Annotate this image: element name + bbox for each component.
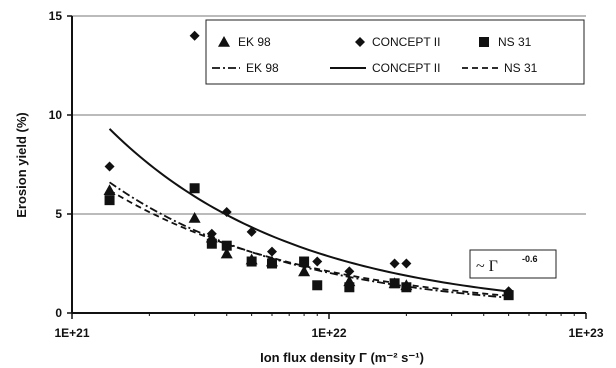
point-ns-31	[104, 195, 115, 206]
y-tick-label: 15	[49, 9, 63, 23]
annotation-exponent: -0.6	[522, 254, 538, 264]
fit-curve-ek-98	[109, 181, 509, 299]
fit-curve-ns-31	[109, 189, 509, 297]
x-tick-label: 1E+21	[54, 326, 89, 340]
point-concept-ii	[389, 258, 400, 269]
y-tick-label: 0	[55, 306, 62, 320]
point-concept-ii	[266, 246, 277, 257]
annotation-box	[469, 249, 557, 279]
point-ek-98	[188, 211, 201, 223]
y-tick-label: 10	[49, 108, 63, 122]
point-ns-31	[312, 280, 323, 291]
power-law-annotation: ~ Γ -0.6	[469, 249, 557, 279]
point-ns-31	[246, 256, 257, 267]
point-concept-ii	[104, 161, 115, 172]
point-ns-31	[401, 282, 412, 293]
legend-symbol-ns31	[479, 37, 489, 47]
point-ns-31	[266, 258, 277, 269]
legend-symbol-ek98	[218, 36, 230, 47]
legend: EK 98 CONCEPT II NS 31 EK 98 CONCEPT II …	[205, 19, 585, 85]
point-concept-ii	[221, 207, 232, 218]
axes: 0 5 10 15 1E+21 1E+22 1E+23	[49, 9, 604, 340]
point-ek-98	[103, 184, 116, 196]
data-points	[103, 30, 514, 301]
legend-label-ns31-points: NS 31	[498, 35, 532, 49]
legend-label-concept-fit: CONCEPT II	[372, 61, 440, 75]
legend-label-ek98-points: EK 98	[238, 35, 271, 49]
point-concept-ii	[189, 30, 200, 41]
point-ns-31	[189, 183, 200, 194]
point-concept-ii	[344, 266, 355, 277]
gridlines	[72, 15, 586, 215]
x-axis-title: Ion flux density Γ (m⁻² s⁻¹)	[260, 350, 424, 365]
point-ns-31	[206, 238, 217, 249]
point-ns-31	[503, 290, 514, 301]
fit-curves	[108, 128, 509, 299]
fit-curve-concept-ii	[108, 128, 509, 293]
y-tick-label: 5	[55, 207, 62, 221]
point-ns-31	[299, 256, 310, 267]
point-concept-ii	[246, 226, 257, 237]
x-tick-label: 1E+22	[311, 326, 346, 340]
legend-label-ns31-fit: NS 31	[504, 61, 538, 75]
point-ns-31	[389, 278, 400, 289]
point-concept-ii	[312, 256, 323, 267]
x-tick-label: 1E+23	[568, 326, 603, 340]
point-concept-ii	[206, 228, 217, 239]
legend-label-concept-points: CONCEPT II	[372, 35, 440, 49]
legend-box	[205, 19, 585, 85]
y-axis-title: Erosion yield (%)	[14, 112, 29, 217]
point-ek-98	[220, 247, 233, 259]
point-ek-98	[298, 265, 311, 277]
point-concept-ii	[401, 258, 412, 269]
point-ns-31	[344, 282, 355, 293]
legend-symbol-concept	[355, 37, 365, 47]
annotation-text: ~ Γ	[476, 258, 498, 275]
point-ns-31	[221, 240, 232, 251]
legend-label-ek98-fit: EK 98	[246, 61, 279, 75]
